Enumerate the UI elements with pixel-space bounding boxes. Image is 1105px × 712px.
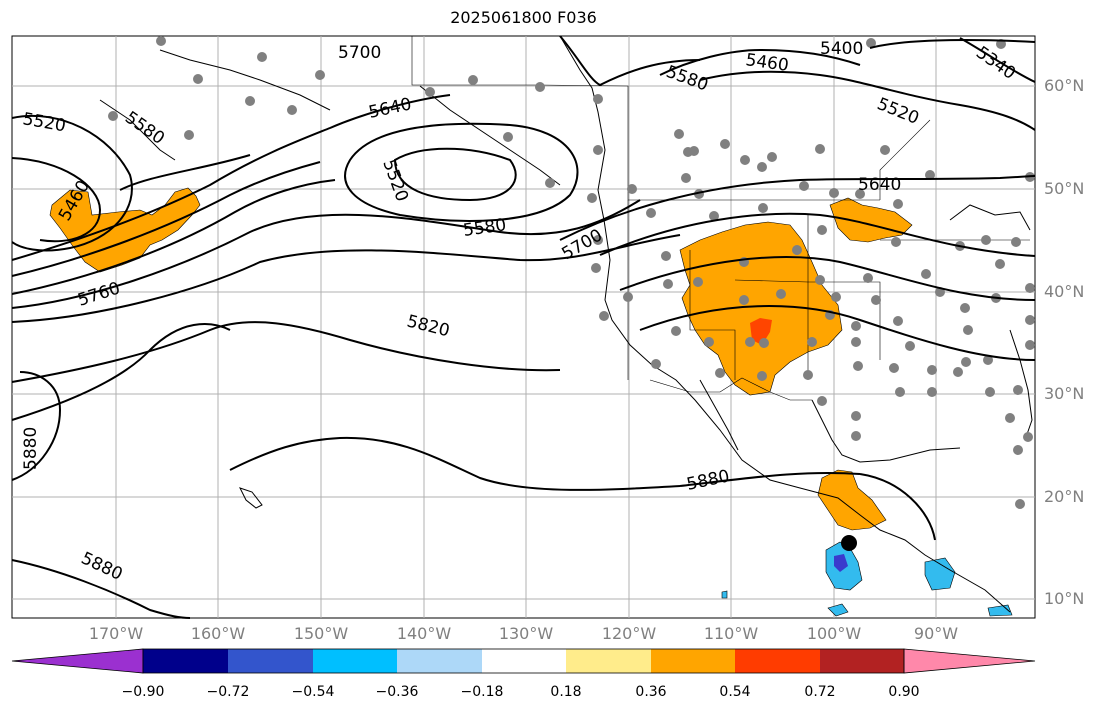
- lat-label: 40°N: [1044, 282, 1085, 301]
- political-borders: [411, 36, 1030, 401]
- lat-label: 20°N: [1044, 487, 1085, 506]
- anomaly-area-mexico: [817, 469, 887, 531]
- colorbar-tick-label: 0.36: [635, 684, 667, 700]
- colorbar-tick-label: 0.54: [719, 684, 751, 700]
- colorbar-tick-label: −0.36: [375, 684, 419, 700]
- contour-label: 5640: [858, 175, 901, 195]
- lon-label: 150°W: [293, 624, 349, 643]
- anomaly-area-west-us: [679, 221, 843, 396]
- lon-label: 130°W: [498, 624, 554, 643]
- lon-label: 170°W: [88, 624, 144, 643]
- colorbar-min-extension: [11, 648, 144, 674]
- contour-label: 5880: [21, 427, 41, 470]
- lon-label: 100°W: [806, 624, 862, 643]
- strong-anomaly-area: [750, 318, 772, 345]
- colorbar-swatch: [651, 649, 735, 673]
- negative-anomaly-core: [834, 554, 848, 572]
- lat-label: 30°N: [1044, 384, 1085, 403]
- colorbar-swatch: [820, 649, 904, 673]
- colorbar-max-extension: [903, 648, 1036, 674]
- lat-label: 10°N: [1044, 589, 1085, 608]
- lon-label: 140°W: [396, 624, 452, 643]
- colorbar-swatch: [566, 649, 651, 673]
- lon-label: 90°W: [913, 624, 959, 643]
- contour-label: 5700: [338, 43, 381, 63]
- contour-label: 5400: [820, 39, 863, 59]
- colorbar-swatch: [482, 649, 566, 673]
- colorbar-swatch: [735, 649, 820, 673]
- positive-anomaly-areas: [49, 187, 913, 531]
- lat-label: 60°N: [1044, 76, 1085, 95]
- colorbar-tick-label: 0.18: [550, 684, 582, 700]
- colorbar-swatch: [313, 649, 397, 673]
- lon-label: 160°W: [190, 624, 246, 643]
- station-markers: [108, 36, 1035, 509]
- colorbar-tick-label: −0.90: [121, 684, 165, 700]
- lon-label: 120°W: [601, 624, 657, 643]
- colorbar-tick-label: −0.54: [291, 684, 335, 700]
- coastlines: [99, 35, 1033, 613]
- station-marker-black: [841, 535, 857, 551]
- anomaly-area-pacific: [49, 187, 201, 273]
- lat-label: 50°N: [1044, 179, 1085, 198]
- colorbar-swatch: [228, 649, 313, 673]
- map-title: 2025061800 F036: [450, 8, 597, 27]
- colorbar: [11, 648, 1036, 674]
- colorbar-tick-label: 0.90: [888, 684, 920, 700]
- colorbar-swatch: [143, 649, 228, 673]
- lon-label: 110°W: [703, 624, 759, 643]
- colorbar-tick-label: 0.72: [804, 684, 836, 700]
- colorbar-tick-label: −0.72: [206, 684, 250, 700]
- colorbar-swatch: [397, 649, 482, 673]
- height-contours: [11, 35, 1036, 619]
- colorbar-tick-label: −0.18: [460, 684, 504, 700]
